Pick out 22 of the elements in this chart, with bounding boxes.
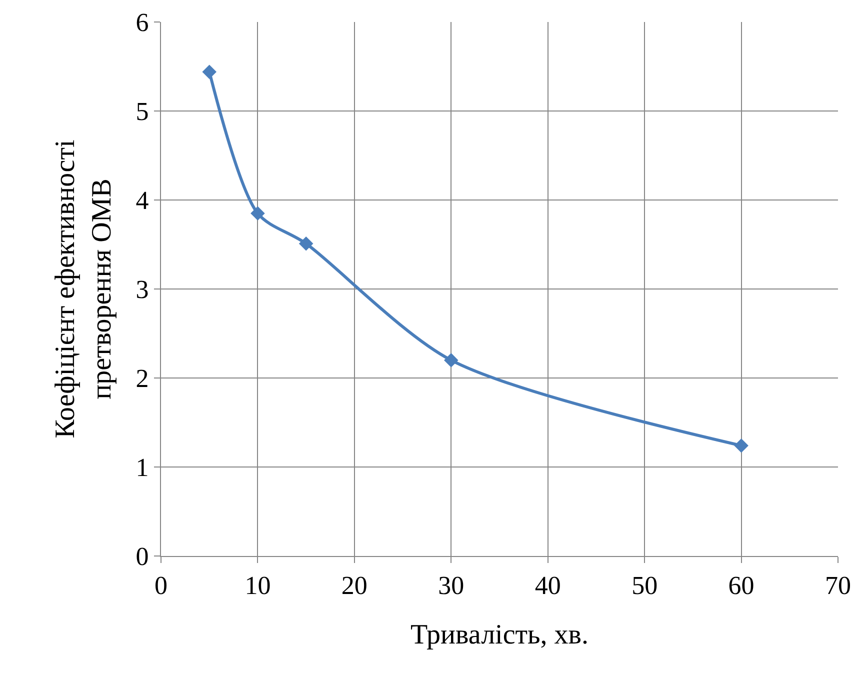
- x-tick-label: 0: [154, 571, 168, 600]
- x-tick-label: 70: [825, 571, 851, 600]
- y-tick-label: 3: [136, 275, 149, 304]
- point: [444, 353, 458, 368]
- x-tick-label: 30: [438, 571, 464, 600]
- y-axis-title: Коефіцієнт ефективності претворення ОМВ: [50, 140, 118, 438]
- point: [250, 206, 265, 220]
- x-axis-title: Тривалість, хв.: [410, 619, 588, 650]
- point: [202, 64, 217, 79]
- x-tick-label: 40: [534, 571, 561, 600]
- y-tick-label: 4: [136, 186, 149, 216]
- y-tick-label: 5: [136, 97, 149, 126]
- x-tick-label: 10: [244, 571, 271, 600]
- y-tick-label: 0: [136, 542, 149, 572]
- point: [298, 236, 314, 251]
- x-tick-label: 50: [632, 571, 658, 600]
- y-tick-label: 2: [136, 364, 149, 394]
- x-tick-label: 60: [728, 571, 754, 600]
- y-tick-label: 6: [136, 8, 149, 38]
- y-tick-label: 1: [136, 453, 149, 482]
- point: [734, 438, 748, 453]
- x-tick-label: 20: [341, 571, 368, 600]
